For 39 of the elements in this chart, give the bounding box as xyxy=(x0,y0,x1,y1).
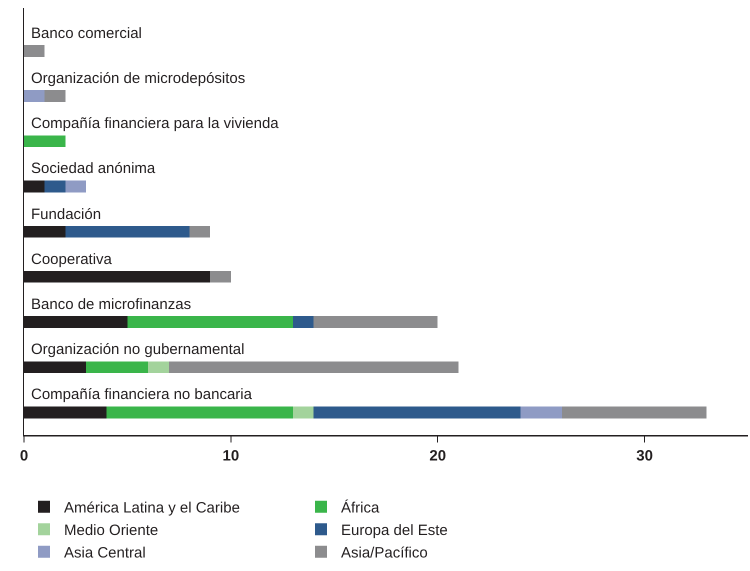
legend-label: Asia/Pacífico xyxy=(341,544,428,562)
y-tick-label: Compañía financiera no bancaria xyxy=(31,386,253,403)
bar xyxy=(314,316,438,328)
bar xyxy=(106,406,293,418)
bar xyxy=(24,45,45,57)
legend-label: Europa del Este xyxy=(341,522,448,540)
legend-label: Asia Central xyxy=(64,544,146,562)
y-tick-label: Organización de microdepósitos xyxy=(31,70,246,87)
bar xyxy=(562,406,707,418)
y-tick-label: Sociedad anónima xyxy=(31,160,156,177)
y-tick-label: Compañía financiera para la vivienda xyxy=(31,115,280,132)
y-tick-label: Banco comercial xyxy=(31,25,142,42)
bar xyxy=(44,180,66,192)
y-tick-label: Cooperativa xyxy=(31,251,113,268)
y-tick-label: Banco de microfinanzas xyxy=(31,296,192,313)
x-tick-label: 20 xyxy=(429,448,446,464)
bar xyxy=(520,406,562,418)
bar xyxy=(65,180,86,192)
bar xyxy=(314,406,520,418)
bar xyxy=(65,226,190,238)
bar xyxy=(292,406,314,418)
x-tick-label: 10 xyxy=(222,448,240,464)
legend-label: Medio Oriente xyxy=(64,522,158,540)
bar xyxy=(44,90,66,102)
y-tick-label: Organización no gubernamental xyxy=(31,341,244,358)
legend-label: América Latina y el Caribe xyxy=(64,500,240,517)
y-tick-label: Fundación xyxy=(31,206,102,223)
bar xyxy=(292,316,314,328)
x-tick-label: 30 xyxy=(636,448,653,464)
bar xyxy=(127,316,293,328)
bar xyxy=(24,135,66,148)
x-tick-label: 0 xyxy=(20,448,28,464)
bar xyxy=(168,361,458,374)
bar xyxy=(210,270,231,283)
bar xyxy=(86,361,148,374)
bar xyxy=(148,361,169,374)
legend-label: África xyxy=(341,498,380,517)
bar xyxy=(189,226,210,238)
bar xyxy=(24,90,45,102)
